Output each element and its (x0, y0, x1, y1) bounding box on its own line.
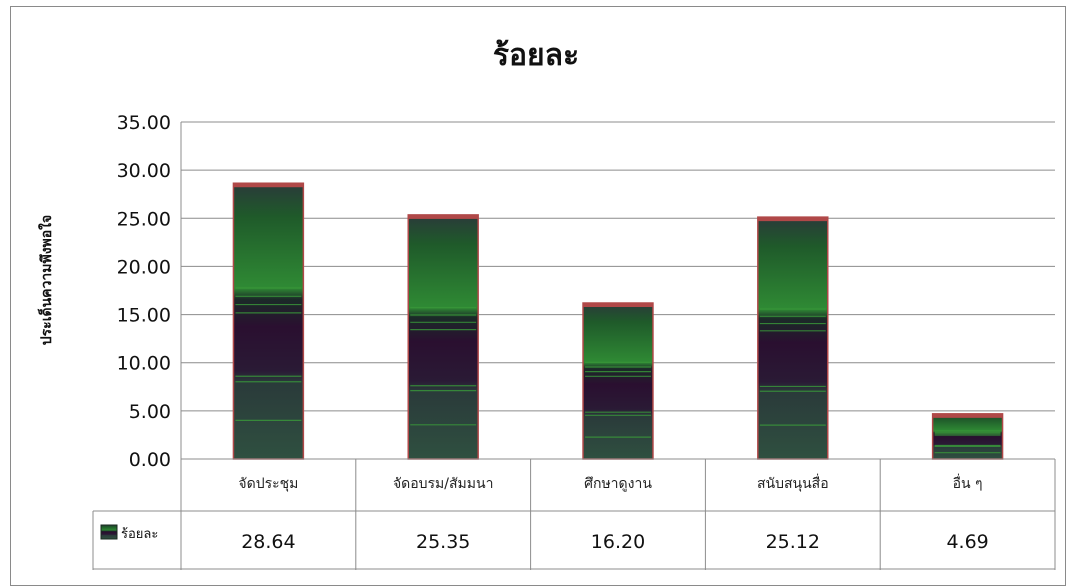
bar (582, 302, 654, 460)
bar (407, 214, 479, 460)
data-label: 25.12 (766, 531, 820, 553)
x-category-label: อื่น ๆ (953, 474, 983, 492)
bar-cap (408, 214, 479, 219)
bar (757, 216, 829, 460)
chart-title: ร้อยละ (493, 38, 579, 73)
bar-cap (233, 183, 304, 188)
x-category-label: จัดประชุม (238, 476, 298, 492)
y-tick-label: 15.00 (117, 305, 171, 327)
y-axis-label: ประเด็นความพึงพอใจ (37, 215, 55, 345)
data-table: จัดประชุม 28.64 จัดอบรม/สัมมนา 25.35 ศึกษาดู… (92, 458, 1056, 570)
data-label: 4.69 (946, 531, 988, 553)
bar (232, 182, 305, 460)
y-axis-ticks: 0.00 5.00 10.00 15.00 20.00 25.00 30.00 35.00 (117, 112, 171, 471)
chart-frame: ร้อยละ 0.00 5.00 10.00 15.00 20.00 25.00 30.00… (10, 6, 1066, 586)
bar-cap (583, 303, 653, 308)
y-tick-label: 20.00 (117, 256, 171, 278)
bar-cap (757, 217, 828, 222)
x-category-label: สนับสนุนสื่อ (757, 474, 829, 492)
bar-cap (932, 413, 1003, 418)
x-category-label: จัดอบรม/สัมมนา (393, 476, 494, 492)
legend-swatch (100, 524, 118, 540)
y-tick-label: 0.00 (129, 449, 171, 471)
y-tick-label: 30.00 (117, 160, 171, 182)
y-tick-label: 10.00 (117, 353, 171, 375)
bars (232, 182, 1004, 460)
y-tick-label: 25.00 (117, 208, 171, 230)
y-tick-label: 35.00 (117, 112, 171, 134)
data-label: 28.64 (241, 531, 295, 553)
bar-chart: ร้อยละ 0.00 5.00 10.00 15.00 20.00 25.00 30.00… (37, 38, 1056, 570)
data-label: 16.20 (591, 531, 645, 553)
y-tick-label: 5.00 (129, 401, 171, 423)
legend-label: ร้อยละ (121, 527, 158, 542)
x-category-label: ศึกษาดูงาน (584, 476, 652, 492)
data-label: 25.35 (416, 531, 470, 553)
